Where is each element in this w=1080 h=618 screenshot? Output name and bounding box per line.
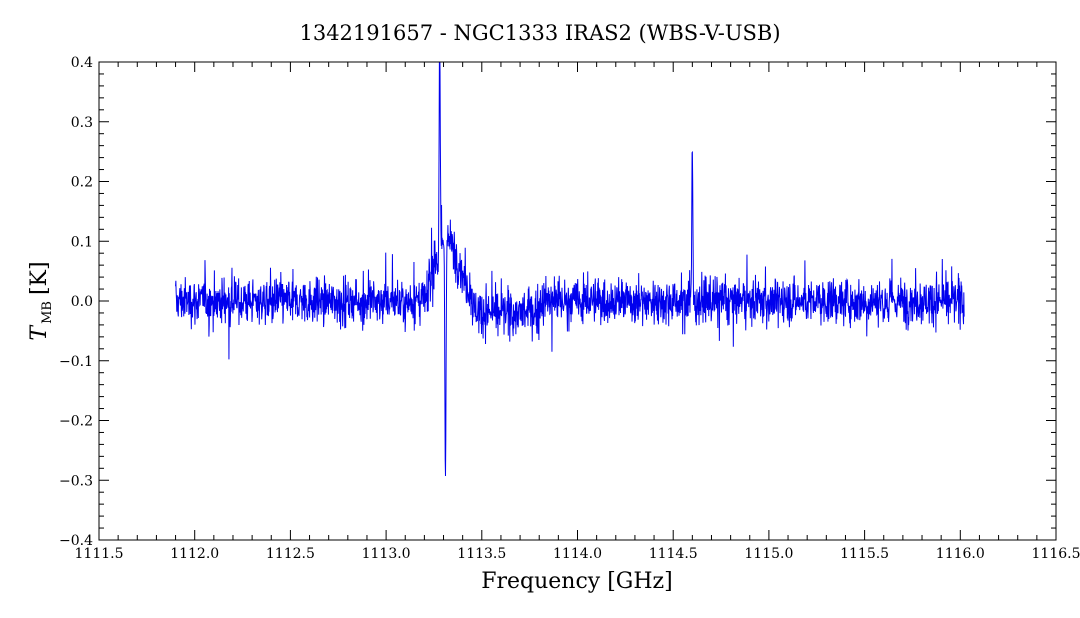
y-tick-labels: 0.4 0.3 0.2 0.1 0.0 −0.1 −0.2 −0.3 −0.4 — [59, 55, 93, 549]
y-tick-label: 0.1 — [71, 234, 93, 250]
x-tick-label: 1113.0 — [362, 546, 411, 562]
y-tick-label: 0.3 — [71, 115, 93, 131]
y-tick-label: −0.2 — [59, 414, 93, 430]
y-axis-label: TMB [K] — [27, 261, 55, 340]
y-tick-label: −0.1 — [59, 354, 93, 370]
x-tick-label: 1115.5 — [840, 546, 889, 562]
spectrum-line — [175, 62, 965, 476]
x-tick-labels: 1111.5 1112.0 1112.5 1113.0 1113.5 1114.0 1114… — [75, 546, 1080, 562]
x-axis-label: Frequency [GHz] — [481, 569, 673, 594]
x-tick-label: 1116.0 — [936, 546, 985, 562]
y-axis-label-subscript: MB — [40, 301, 55, 324]
y-axis-label-unit: [K] — [27, 261, 52, 295]
chart-title: 1342191657 - NGC1333 IRAS2 (WBS-V-USB) — [299, 21, 780, 45]
y-tick-label: −0.4 — [59, 533, 93, 549]
x-tick-label: 1114.5 — [649, 546, 698, 562]
x-tick-label: 1115.0 — [744, 546, 793, 562]
y-tick-label: 0.4 — [71, 55, 93, 71]
x-tick-label: 1116.5 — [1032, 546, 1080, 562]
y-axis-label-symbol: T — [27, 324, 52, 341]
y-tick-label: 0.2 — [71, 175, 93, 191]
svg-text:TMB[K]: TMB [K] — [27, 261, 55, 340]
x-tick-label: 1111.5 — [75, 546, 124, 562]
plot-frame — [98, 61, 1057, 541]
x-tick-label: 1112.0 — [170, 546, 219, 562]
x-tick-label: 1114.0 — [553, 546, 602, 562]
y-tick-label: −0.3 — [59, 473, 93, 489]
x-tick-label: 1113.5 — [457, 546, 506, 562]
x-tick-label: 1112.5 — [266, 546, 315, 562]
y-tick-label: 0.0 — [71, 294, 93, 310]
